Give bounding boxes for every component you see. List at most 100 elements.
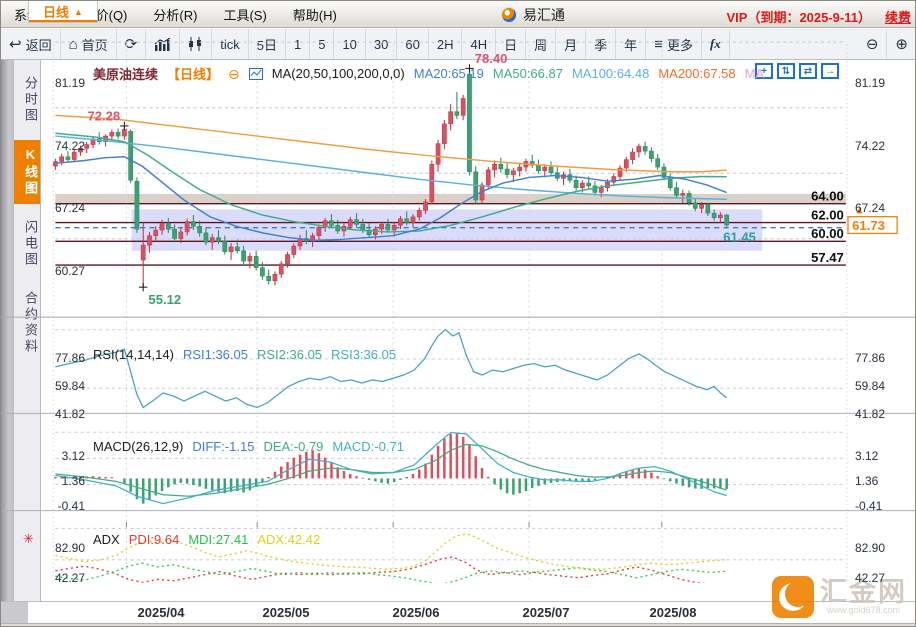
diff-value: DIFF:-1.15 bbox=[192, 439, 255, 454]
axis-label: 41.82 bbox=[855, 406, 886, 421]
app-brand-name: 易汇通 bbox=[523, 6, 565, 23]
candle-body bbox=[115, 132, 121, 137]
side-rail bbox=[1, 60, 14, 626]
sidebar-tab-timeline[interactable]: 分时图 bbox=[23, 76, 38, 124]
pan-tool-icon[interactable]: + bbox=[755, 63, 773, 79]
zoom-out-icon: ⊖ bbox=[865, 35, 879, 53]
more-button[interactable]: ≡ 更多 bbox=[646, 29, 702, 59]
candle-body bbox=[247, 256, 253, 262]
alert-icon[interactable]: ✳ bbox=[23, 531, 34, 546]
home-button[interactable]: ⌂ 首页 bbox=[61, 29, 117, 59]
candle-body bbox=[711, 212, 717, 219]
menu-tools[interactable]: 工具(S) bbox=[223, 7, 267, 23]
zoom-out-button[interactable]: ⊖ bbox=[858, 29, 888, 59]
candle-body bbox=[291, 245, 297, 255]
period-60min[interactable]: 60 bbox=[397, 29, 429, 59]
ma-line-ma20 bbox=[55, 156, 727, 242]
period-10min[interactable]: 10 bbox=[334, 29, 366, 59]
ma-extra-label: MA bbox=[744, 66, 765, 81]
chart-tool-icons: + ⇅ ⇄ → bbox=[755, 63, 839, 79]
watermark: 汇金网 www.gold678.com bbox=[772, 576, 907, 618]
site-logo-icon bbox=[772, 576, 814, 618]
rsi2-value: RSI2:36.05 bbox=[256, 347, 323, 362]
period-5min[interactable]: 5 bbox=[310, 29, 335, 59]
candle-body bbox=[172, 228, 177, 239]
axis-label: 59.84 bbox=[855, 378, 886, 393]
candle-body bbox=[423, 201, 428, 211]
sidebar-tab-flash[interactable]: 闪电图 bbox=[23, 220, 38, 268]
right-price-axis: 81.19 74.22 67.24 77.86 59.84 41.82 3.12 1.36 -0… bbox=[853, 60, 915, 601]
candle-body bbox=[228, 246, 234, 252]
candle-body bbox=[580, 182, 585, 189]
extreme-label: 78.40 bbox=[475, 51, 508, 66]
pdi-value: PDI:9.64 bbox=[128, 532, 180, 547]
period-2h[interactable]: 2H bbox=[429, 29, 463, 59]
axis-label: 82.90 bbox=[54, 541, 85, 555]
period-quarter[interactable]: 季 bbox=[586, 29, 617, 59]
macd-formula: MACD(26,12,9) bbox=[93, 439, 184, 454]
renew-link[interactable]: 续费 bbox=[884, 10, 911, 25]
candle-body bbox=[140, 244, 146, 261]
left-price-axis: 81.19 74.22 67.24 60.27 77.86 59.84 41.82 3.12 1… bbox=[41, 60, 87, 601]
axis-label: -0.41 bbox=[57, 498, 85, 513]
menu-analysis[interactable]: 分析(R) bbox=[153, 7, 198, 23]
candle-body bbox=[429, 164, 435, 203]
rsi3-value: RSI3:36.05 bbox=[331, 347, 397, 362]
candle-body bbox=[366, 229, 372, 236]
candle-body bbox=[448, 111, 453, 125]
candle-body bbox=[159, 223, 165, 231]
chart-area[interactable]: 64.00 62.00 60.00 57.47 61.45 72.28 78.40 55.12… bbox=[1, 41, 915, 601]
period-5day-label: 5日 bbox=[256, 37, 277, 53]
ma-line-ma200 bbox=[55, 114, 727, 173]
shift-right-icon[interactable]: → bbox=[821, 63, 839, 79]
time-axis-strip: 2025/04 2025/05 2025/06 2025/07 2025/08 bbox=[1, 601, 915, 624]
candle-body bbox=[134, 180, 140, 230]
collapse-icon[interactable]: ⊖ bbox=[228, 65, 240, 82]
active-period-tab[interactable]: 日线 ▲ bbox=[28, 1, 98, 23]
period-month[interactable]: 月 bbox=[556, 29, 587, 59]
month-label: 2025/04 bbox=[137, 605, 185, 620]
fit-vertical-icon[interactable]: ⇅ bbox=[777, 63, 795, 79]
candle-body bbox=[498, 164, 504, 170]
back-button[interactable]: ↩ 返回 bbox=[1, 29, 61, 59]
candle-body bbox=[65, 156, 71, 160]
site-name: 汇金网 bbox=[820, 577, 907, 607]
line-chart-button[interactable] bbox=[146, 29, 181, 59]
period-5day[interactable]: 5日 bbox=[249, 29, 286, 59]
candle-body bbox=[209, 237, 215, 243]
candles-layer[interactable] bbox=[53, 68, 730, 288]
period-year[interactable]: 年 bbox=[616, 29, 647, 59]
period-4h[interactable]: 4H bbox=[462, 29, 497, 59]
period-10min-label: 10 bbox=[342, 36, 357, 52]
home-label: 首页 bbox=[81, 37, 108, 53]
zoom-in-button[interactable]: ⊕ bbox=[887, 29, 915, 59]
sidebar-tab-contract-info[interactable]: 合约资料 bbox=[23, 291, 38, 355]
watermark-text: 汇金网 www.gold678.com bbox=[820, 577, 907, 616]
period-day-label: 日 bbox=[504, 37, 518, 53]
fit-horizontal-icon[interactable]: ⇄ bbox=[799, 63, 817, 79]
axis-label: 82.90 bbox=[855, 541, 886, 555]
period-week[interactable]: 周 bbox=[526, 29, 557, 59]
indicator-fx-button[interactable]: fx bbox=[702, 29, 730, 59]
refresh-button[interactable]: ⟳ bbox=[117, 29, 147, 59]
menu-help[interactable]: 帮助(H) bbox=[292, 7, 337, 23]
period-tick[interactable]: tick bbox=[212, 29, 249, 59]
candle-body bbox=[109, 132, 115, 137]
period-month-label: 月 bbox=[564, 37, 578, 53]
period-1min[interactable]: 1 bbox=[286, 29, 311, 59]
price-up-arrow-icon: ▲ bbox=[854, 206, 864, 217]
candle-chart-button[interactable] bbox=[180, 29, 213, 59]
candle-chart-icon bbox=[189, 37, 202, 51]
candle-body bbox=[705, 204, 711, 214]
sidebar-tab-kline[interactable]: K线图 bbox=[14, 140, 40, 204]
candle-body bbox=[548, 166, 554, 173]
candle-body bbox=[536, 164, 541, 172]
candle-body bbox=[322, 220, 328, 228]
period-30min[interactable]: 30 bbox=[366, 29, 398, 59]
period-day[interactable]: 日 bbox=[496, 29, 527, 59]
candle-body bbox=[692, 202, 698, 209]
candle-body bbox=[222, 241, 228, 252]
chart-canvas[interactable]: 64.00 62.00 60.00 57.47 61.45 72.28 78.40 55.12… bbox=[1, 1, 916, 601]
ma200-value: MA200:67.58 bbox=[658, 66, 736, 81]
level-label: 60.00 bbox=[811, 226, 844, 241]
